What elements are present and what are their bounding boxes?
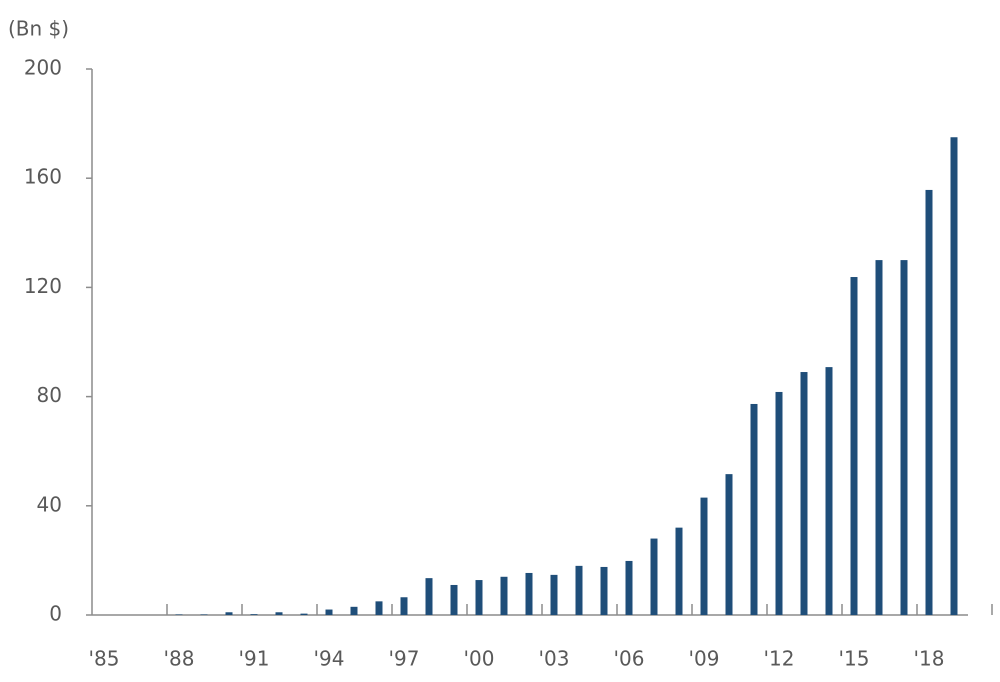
bar bbox=[750, 403, 758, 615]
bar bbox=[875, 260, 883, 615]
bar bbox=[575, 565, 583, 615]
x-tick-label: '88 bbox=[164, 647, 195, 671]
bar bbox=[925, 189, 933, 615]
y-tick-label: 80 bbox=[37, 383, 62, 407]
bar bbox=[675, 527, 683, 615]
bar bbox=[525, 572, 533, 615]
bar bbox=[625, 560, 633, 615]
x-tick-label: '03 bbox=[539, 647, 570, 671]
bar bbox=[800, 372, 808, 615]
x-tick-label: '91 bbox=[239, 647, 270, 671]
y-tick-label: 200 bbox=[24, 56, 62, 80]
bar bbox=[425, 578, 433, 615]
y-axis-label: (Bn $) bbox=[8, 17, 69, 41]
bar bbox=[250, 614, 258, 615]
bar bbox=[450, 584, 458, 615]
x-tick-label: '06 bbox=[614, 647, 645, 671]
x-tick-label: '09 bbox=[689, 647, 720, 671]
bar bbox=[850, 277, 858, 615]
x-tick-label: '94 bbox=[314, 647, 345, 671]
y-tick-label: 0 bbox=[49, 602, 62, 626]
bar bbox=[700, 497, 708, 615]
bar bbox=[650, 538, 658, 615]
bar bbox=[275, 612, 283, 615]
x-tick-label: '18 bbox=[914, 647, 945, 671]
y-tick-label: 40 bbox=[37, 492, 62, 516]
x-tick-label: '12 bbox=[764, 647, 795, 671]
x-tick-label: '85 bbox=[89, 647, 120, 671]
bar bbox=[400, 597, 408, 615]
bar bbox=[600, 566, 608, 615]
bar bbox=[550, 574, 558, 615]
bar bbox=[200, 614, 208, 615]
bar bbox=[225, 612, 233, 615]
bar bbox=[825, 367, 833, 615]
x-tick-label: '97 bbox=[389, 647, 420, 671]
y-tick-label: 160 bbox=[24, 165, 62, 189]
bar bbox=[500, 576, 508, 615]
bar bbox=[950, 137, 958, 615]
bar bbox=[725, 474, 733, 615]
bar bbox=[175, 614, 183, 615]
x-tick-label: '00 bbox=[464, 647, 495, 671]
bar bbox=[375, 601, 383, 615]
y-tick-label: 120 bbox=[24, 274, 62, 298]
bar bbox=[300, 613, 308, 615]
bar bbox=[350, 606, 358, 615]
bar bbox=[325, 609, 333, 615]
bar bbox=[775, 391, 783, 615]
x-tick-label: '15 bbox=[839, 647, 870, 671]
bar bbox=[475, 580, 483, 615]
bar bbox=[900, 260, 908, 615]
